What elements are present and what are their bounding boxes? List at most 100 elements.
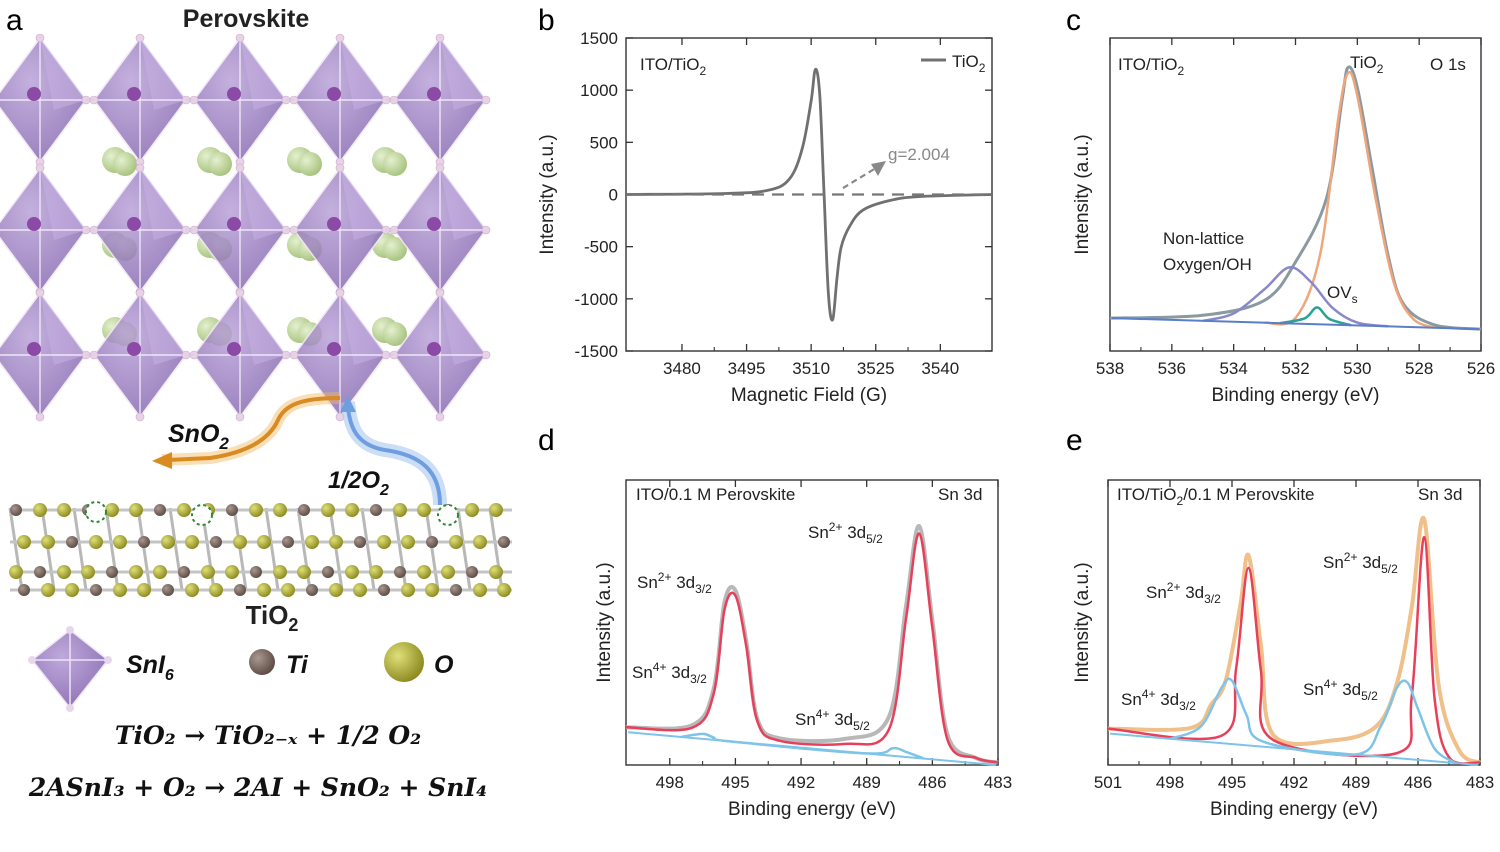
o-atom [273,503,287,517]
sni6-octahedron [289,163,391,297]
ti-atom [178,566,190,578]
ti-atom [354,536,366,548]
sni6-octahedron [189,33,291,167]
sni6-octahedron [189,163,291,297]
ti-atom [106,566,118,578]
a-site-sphere [113,152,137,176]
tio2-label: TiO2 [246,600,299,635]
peak-label-sn2-5-2: Sn2+ 3d5/2 [1323,550,1398,576]
core-level-label: Sn 3d [1418,485,1462,504]
ti-atom [370,504,382,516]
o-atom [449,535,463,549]
x-tick-label: 483 [1466,773,1494,792]
o-atom [129,503,143,517]
o-atom [57,565,71,579]
plot-frame [625,479,999,766]
x-tick-label: 489 [853,773,881,792]
sni6-octahedron [0,288,91,422]
o-atom [489,503,503,517]
series-line [1279,306,1352,327]
oxygen-vacancy [85,501,107,523]
core-level-label: Sn 3d [938,485,982,504]
o-atom [417,503,431,517]
x-tick-label: 498 [1156,773,1184,792]
ti-atom [378,584,390,596]
o-atom [105,503,119,517]
x-tick-label: 495 [1218,773,1246,792]
background-line [627,731,997,766]
sni6-octahedron [89,288,191,422]
panel-letter-c: c [1066,4,1081,37]
sni6-octahedron [389,288,491,422]
ti-atom [394,566,406,578]
x-tick-label: 498 [656,773,684,792]
tio2-lattice [8,501,512,597]
series-line [1264,70,1436,329]
o-atom [393,503,407,517]
legend-ti: Ti [249,649,309,679]
a-site-sphere [208,152,232,176]
o-atom [441,565,455,579]
ti-atom [90,584,102,596]
o-atom [257,583,271,597]
o-atom [321,503,335,517]
x-axis-label: Binding energy (eV) [1210,799,1378,820]
o-atom [249,503,263,517]
perovskite-title: Perovskite [183,5,310,33]
o-atom [225,565,239,579]
peak-label-oxygen-oh: Oxygen/OH [1163,255,1252,274]
x-tick-label: 534 [1219,359,1247,378]
panel-a: a Perovskite SnO2 1/2O2 TiO2 SnI6 Ti [0,4,512,802]
x-tick-label: 526 [1467,359,1495,378]
x-tick-label: 3540 [921,359,959,378]
g-factor-arrow [842,167,877,189]
peak-label-sn4-3-2: Sn4+ 3d3/2 [1121,687,1196,713]
x-tick-label: 486 [1404,773,1432,792]
o-atom [57,503,71,517]
background-line [1111,317,1480,331]
chart-c: 538 536 534 532 530 528 526 Binding energy (eV)… [1072,37,1495,406]
chart-b: 3480 3495 3510 3525 3540 -1500 -1000 -500 0 500 10… [537,29,993,406]
sni6-octahedron [289,33,391,167]
series-line [1109,65,1482,331]
ti-atom [250,566,262,578]
y-axis-label: Intensity (a.u.) [1072,134,1093,254]
peak-label-sn2-3-2: Sn2+ 3d3/2 [637,570,712,596]
series-line [625,532,999,764]
o-atom [113,583,127,597]
sample-label: ITO/TiO2/0.1 M Perovskite [1117,485,1315,508]
x-tick-label: 483 [984,773,1012,792]
y-tick-label: -1000 [575,290,618,309]
series-line [1202,266,1389,328]
o-atom [489,565,503,579]
o-atom [161,535,175,549]
ti-atom [234,584,246,596]
peak-label-sn4-5-2: Sn4+ 3d5/2 [1303,677,1378,703]
equation-1: TiO₂ → TiO₂₋ₓ + 1/2 O₂ [115,721,421,750]
core-level-label: O 1s [1430,55,1466,74]
o-atom [305,535,319,549]
sni6-octahedron [0,33,91,167]
y-tick-label: -1500 [575,342,618,361]
o-atom [65,583,79,597]
g-factor-label: g=2.004 [888,145,950,164]
legend-o: O [384,642,454,682]
x-tick-label: 532 [1281,359,1309,378]
x-tick-label: 3495 [728,359,766,378]
ti-atom [306,584,318,596]
o-atom [425,583,439,597]
panel-letter-a: a [6,4,23,37]
panel-c: c 538 536 534 532 530 528 526 Binding energy (e… [1066,4,1495,406]
chart-d: 498 495 492 489 486 483 Binding energy (eV) Int… [594,479,1012,820]
o-atom [209,583,223,597]
x-tick-label: 486 [918,773,946,792]
x-tick-label: 3480 [663,359,701,378]
svg-text:O: O [434,651,454,679]
a-site-sphere [298,152,322,176]
ti-atom [210,536,222,548]
equation-2: 2ASnI₃ + O₂ → 2AI + SnO₂ + SnI₄ [28,773,487,802]
plot-frame [1109,37,1482,352]
oxygen-vacancy [437,504,459,526]
o-atom [281,583,295,597]
ti-atom [426,536,438,548]
